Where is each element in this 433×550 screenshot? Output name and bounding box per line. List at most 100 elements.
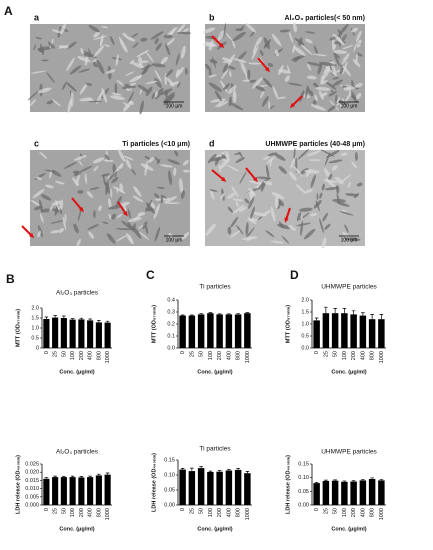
cell — [74, 171, 82, 177]
error-bar — [180, 468, 185, 470]
cell — [246, 191, 255, 195]
cell — [93, 31, 101, 38]
y-tick-label: 0.00 — [164, 502, 175, 508]
cell — [164, 89, 168, 98]
arrow — [285, 207, 291, 221]
cell — [324, 80, 337, 90]
cell — [125, 158, 132, 169]
cell — [107, 205, 122, 210]
x-tick-label: 100 — [342, 508, 348, 517]
error-bar — [62, 475, 66, 478]
error-bar — [333, 308, 337, 314]
cell — [116, 235, 127, 242]
y-axis-label: LDH release (OD₄₉₀ₙₘ) — [151, 453, 157, 512]
cell — [27, 90, 39, 101]
x-tick-label: 0 — [314, 508, 320, 511]
cell — [32, 189, 45, 199]
cell — [129, 235, 133, 245]
cell — [139, 100, 144, 115]
cell — [296, 222, 311, 227]
cell — [227, 226, 232, 235]
cell — [351, 161, 358, 169]
cell — [129, 59, 135, 65]
cell — [222, 61, 230, 63]
cell — [321, 92, 328, 97]
cell — [230, 216, 239, 228]
y-tick-label: 0.2 — [167, 321, 175, 327]
cell — [312, 82, 319, 88]
cell — [165, 76, 175, 87]
cell — [293, 147, 296, 160]
cell — [122, 32, 128, 38]
micrograph-caption: UHMWPE particles (40-48 μm) — [265, 141, 365, 148]
error-bar — [361, 479, 365, 481]
cell — [293, 56, 300, 63]
cell — [263, 156, 270, 161]
cell — [209, 189, 218, 192]
cell — [239, 171, 247, 185]
cell — [337, 29, 343, 36]
arrow — [291, 95, 303, 107]
cell — [111, 177, 119, 184]
cell — [37, 230, 41, 238]
bar — [313, 320, 320, 348]
cell — [76, 238, 81, 247]
cell — [355, 52, 358, 65]
y-axis-label: MTT (OD₅₇₀ₙₘ) — [285, 305, 291, 343]
chart-title: Al₂O₃ particles — [56, 449, 99, 456]
bar — [359, 480, 367, 505]
bar — [234, 314, 242, 348]
cell — [154, 226, 161, 242]
cell — [309, 90, 314, 97]
cell — [84, 55, 89, 66]
cell — [333, 33, 345, 46]
bar — [368, 479, 376, 505]
cell — [342, 65, 351, 77]
cell — [232, 204, 245, 214]
cell — [356, 39, 362, 48]
cell — [306, 75, 317, 80]
x-tick-label: 1000 — [379, 351, 385, 363]
cell — [109, 35, 115, 46]
bar — [43, 478, 50, 505]
bar — [207, 313, 214, 348]
cell — [262, 77, 273, 88]
error-bar — [53, 315, 57, 318]
y-axis-label: LDH release (OD₄₉₀ₙₘ) — [15, 455, 21, 514]
cell — [274, 196, 279, 209]
cell — [223, 22, 227, 38]
cell — [166, 69, 173, 77]
cell — [86, 191, 94, 198]
cell — [41, 59, 49, 62]
cell — [354, 82, 363, 88]
cell — [234, 152, 242, 155]
cell — [351, 79, 354, 88]
bar — [95, 475, 102, 505]
cell — [125, 71, 135, 76]
cell — [166, 38, 175, 46]
cell — [292, 22, 297, 33]
micrograph-caption: Al₂O₃ particles(< 50 nm) — [285, 15, 365, 22]
x-tick-label: 1000 — [379, 508, 385, 520]
cell — [202, 27, 216, 34]
cell — [131, 169, 137, 176]
cell — [108, 198, 112, 209]
error-bar — [217, 470, 222, 472]
cell — [160, 194, 168, 199]
cell — [148, 157, 155, 163]
x-tick-label: 100 — [70, 508, 76, 517]
cell — [107, 170, 118, 181]
cell — [92, 61, 98, 68]
cell — [145, 80, 158, 85]
panel-label: D — [290, 268, 299, 282]
cell — [305, 169, 312, 178]
cell — [325, 178, 336, 188]
error-bar — [70, 475, 75, 478]
cell — [229, 70, 232, 78]
y-tick-label: 1.0 — [31, 325, 39, 331]
cell — [88, 231, 95, 239]
cell — [65, 81, 77, 92]
cell — [181, 232, 190, 240]
cell — [220, 192, 225, 200]
y-tick-label: 0.10 — [298, 475, 309, 481]
